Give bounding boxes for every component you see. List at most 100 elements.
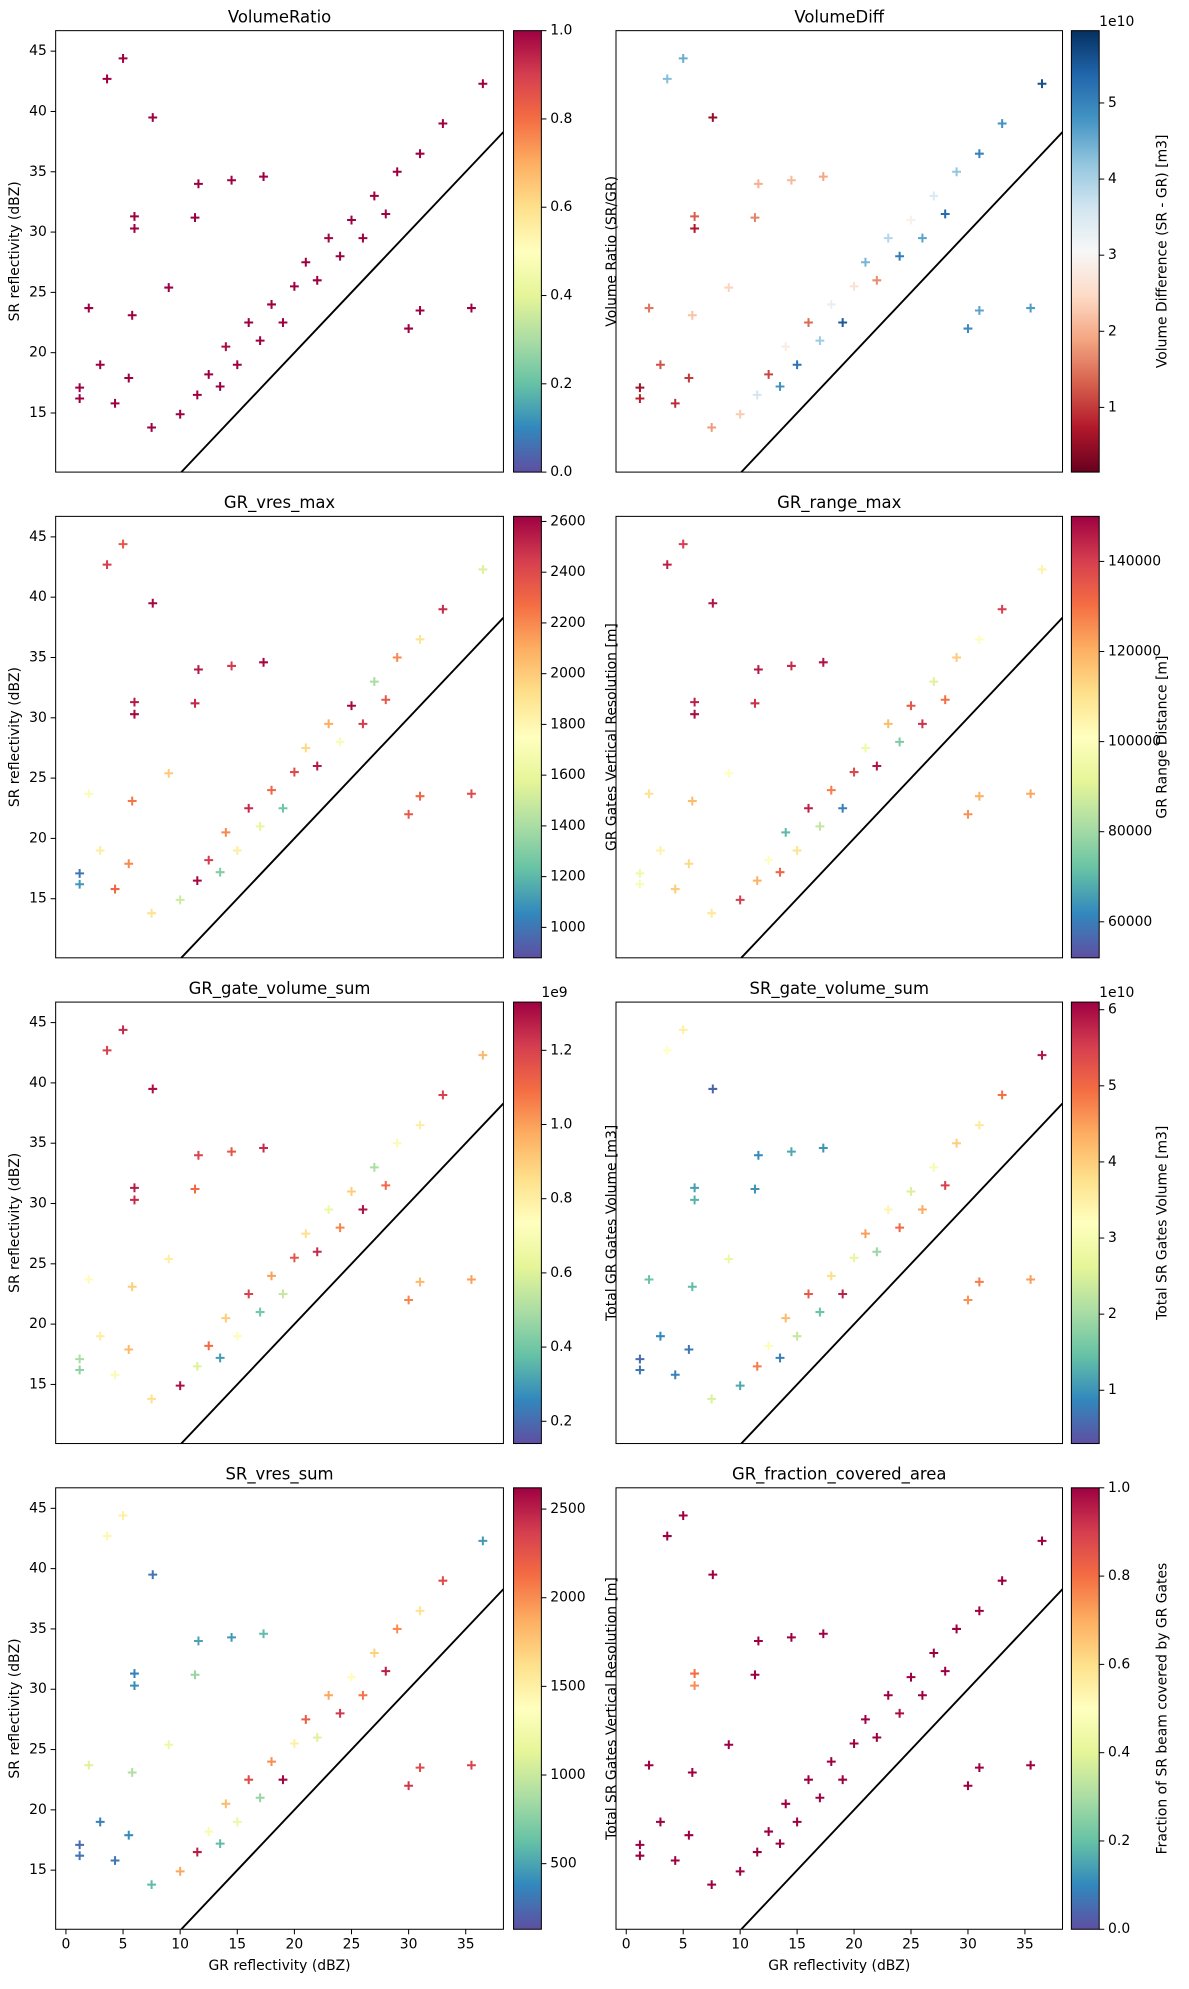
point [118, 539, 128, 549]
y-tick-label: 45 [29, 1500, 47, 1516]
point [678, 1511, 688, 1520]
point [895, 1223, 905, 1233]
point [84, 303, 94, 313]
point [838, 318, 848, 327]
point [175, 409, 185, 419]
point [84, 1275, 94, 1284]
y-tick-label: 35 [29, 1135, 47, 1151]
point [215, 867, 225, 877]
point [707, 423, 717, 432]
point [883, 1690, 893, 1700]
identity-line [740, 1588, 1063, 1930]
point [818, 172, 828, 182]
point [478, 565, 488, 574]
point [130, 1195, 139, 1205]
point [312, 1247, 322, 1257]
point [635, 868, 645, 878]
point [194, 1150, 203, 1160]
point [792, 1817, 802, 1827]
colorbar-tick-label: 0.6 [1108, 1656, 1130, 1672]
point [75, 383, 85, 393]
point [190, 698, 200, 708]
point [392, 1624, 402, 1634]
point [690, 1183, 700, 1193]
point [358, 233, 368, 243]
colorbar [1070, 1487, 1100, 1930]
point [267, 300, 276, 309]
colorbar-tick-label: 1800 [550, 716, 585, 732]
point [164, 768, 174, 778]
subplot: SR_vres_sum 0 5 10 15 20 25 30 35 15 20 25 30 35 40 45 G… [7, 1465, 620, 1974]
y-tick-label: 25 [29, 1742, 47, 1758]
colorbar [513, 30, 542, 473]
point [906, 1187, 916, 1196]
point [190, 1670, 200, 1680]
colorbar [513, 1487, 542, 1930]
point [369, 677, 379, 687]
point [838, 803, 848, 813]
point [148, 1084, 158, 1094]
axes-frame [615, 1487, 1064, 1930]
x-axis-label: GR reflectivity (dBZ) [209, 1958, 351, 1974]
x-tick-label: 0 [622, 1936, 631, 1952]
point [204, 855, 214, 865]
point [974, 1763, 984, 1773]
point [804, 318, 813, 327]
point [130, 211, 139, 221]
y-tick-label: 40 [29, 1561, 47, 1577]
subplot-title: SR_gate_volume_sum [750, 979, 929, 999]
point [190, 1184, 200, 1194]
point [752, 876, 762, 886]
point [415, 1763, 425, 1773]
point [997, 1090, 1007, 1100]
point [392, 167, 402, 177]
identity-line [180, 1588, 504, 1930]
point [735, 409, 745, 419]
point [358, 1690, 368, 1700]
point [95, 1331, 105, 1341]
colorbar-label: Total SR Gates Volume [m3] [1154, 1126, 1170, 1321]
axes-frame [55, 1001, 504, 1445]
point [997, 1576, 1007, 1586]
point [708, 598, 718, 608]
point [750, 1670, 760, 1680]
y-tick-label: 35 [29, 164, 47, 180]
point [684, 1345, 694, 1354]
point [347, 1187, 356, 1196]
point [655, 1817, 665, 1827]
point [1037, 1536, 1047, 1546]
subplot: GR_gate_volume_sum 15 20 25 30 35 40 45 SR refle… [7, 979, 620, 1445]
point [335, 251, 345, 261]
point [655, 1331, 665, 1341]
point [147, 423, 157, 432]
point [130, 709, 139, 719]
y-tick-label: 45 [29, 1015, 47, 1031]
points [635, 1511, 1047, 1890]
point [708, 1084, 718, 1094]
point [753, 179, 763, 189]
colorbar [1070, 30, 1100, 473]
x-tick-label: 35 [1016, 1936, 1034, 1952]
point [175, 1381, 185, 1391]
point [221, 827, 231, 837]
point [786, 661, 796, 671]
x-tick-label: 30 [959, 1936, 977, 1952]
point [190, 213, 200, 223]
point [872, 761, 882, 771]
x-tick-label: 5 [679, 1936, 688, 1952]
identity-line [740, 131, 1063, 473]
point [467, 303, 476, 313]
point [244, 318, 254, 327]
point [381, 695, 391, 705]
y-tick-label: 30 [29, 1681, 47, 1697]
point [255, 1307, 265, 1317]
point [781, 1799, 791, 1809]
point [815, 821, 825, 831]
axes-frame [55, 1487, 504, 1930]
point [687, 796, 697, 806]
point [764, 1341, 774, 1351]
point [684, 1830, 694, 1840]
point [872, 1733, 882, 1742]
x-tick-label: 20 [286, 1936, 304, 1952]
colorbar-tick-label: 0.6 [550, 199, 572, 215]
